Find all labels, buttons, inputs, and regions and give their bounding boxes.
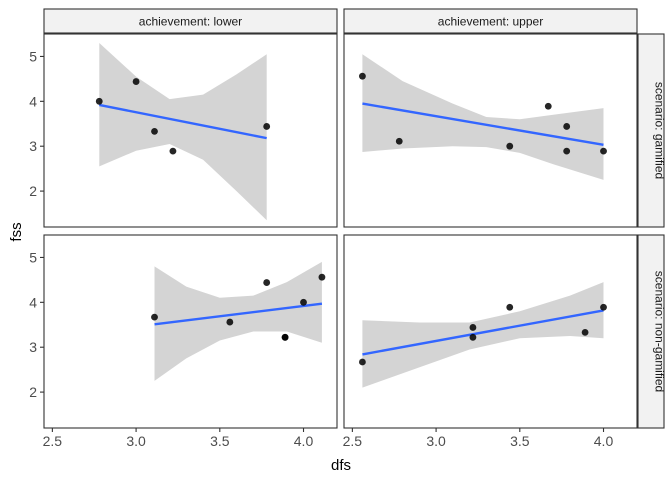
data-point bbox=[469, 333, 477, 341]
row-strip bbox=[637, 33, 665, 228]
x-tick-label: 4.0 bbox=[594, 433, 614, 449]
col-strip-label: achievement: upper bbox=[438, 15, 543, 29]
confidence-band bbox=[362, 54, 604, 180]
x-tick-label: 3.5 bbox=[510, 433, 530, 449]
row-strip bbox=[637, 234, 665, 429]
y-tick-label: 4 bbox=[29, 294, 37, 310]
panel-border bbox=[343, 33, 638, 228]
data-point bbox=[359, 358, 366, 366]
data-point bbox=[263, 123, 271, 130]
confidence-band bbox=[99, 43, 267, 221]
axes-layer: 2 3 4 5 2 3 4 5 2.5 3.0 3.5 4.0 2.5 3.0 3.5 4.0 bbox=[29, 48, 613, 449]
data-point bbox=[395, 137, 403, 145]
data-point bbox=[469, 324, 477, 331]
data-point bbox=[600, 147, 607, 155]
data-point bbox=[151, 313, 158, 321]
confidence-band bbox=[362, 282, 604, 388]
panel-0-1 bbox=[343, 33, 638, 228]
regression-line bbox=[154, 302, 323, 326]
confidence-band bbox=[154, 261, 322, 381]
col-strip bbox=[43, 8, 338, 34]
col-strip-label: achievement: lower bbox=[139, 15, 242, 29]
x-tick-label: 3.0 bbox=[426, 433, 446, 449]
panel-1-1 bbox=[343, 234, 638, 429]
data-point bbox=[281, 333, 289, 341]
data-point bbox=[263, 279, 271, 286]
data-point bbox=[581, 328, 589, 336]
panel-border bbox=[343, 234, 638, 429]
regression-line bbox=[99, 103, 267, 140]
panel-border bbox=[43, 33, 338, 228]
row-strip-label: scenario: gamified bbox=[653, 82, 667, 179]
regression-line bbox=[362, 309, 604, 356]
col-strip bbox=[343, 8, 638, 34]
panel-0-0 bbox=[43, 33, 338, 228]
x-tick-label: 3.5 bbox=[210, 433, 230, 449]
panel-border bbox=[43, 234, 338, 429]
data-point bbox=[318, 273, 326, 281]
y-axis-title: fss bbox=[8, 222, 25, 241]
data-point bbox=[544, 102, 552, 110]
x-tick-label: 2.5 bbox=[43, 433, 63, 449]
panel-1-0 bbox=[43, 234, 338, 429]
regression-line bbox=[362, 102, 604, 147]
data-point bbox=[169, 147, 177, 155]
data-point bbox=[300, 298, 307, 306]
x-tick-label: 2.5 bbox=[343, 433, 363, 449]
facet-strips: achievement: lower achievement: upper scen… bbox=[43, 8, 667, 429]
data-point bbox=[506, 142, 514, 150]
x-tick-label: 4.0 bbox=[294, 433, 314, 449]
data-point bbox=[563, 147, 571, 155]
data-point bbox=[132, 78, 140, 85]
x-tick-label: 3.0 bbox=[126, 433, 146, 449]
data-point bbox=[226, 318, 234, 326]
y-tick-label: 3 bbox=[29, 339, 37, 355]
y-tick-label: 3 bbox=[29, 138, 37, 154]
data-point bbox=[563, 123, 571, 130]
y-tick-label: 4 bbox=[29, 93, 37, 109]
x-axis-title: dfs bbox=[331, 457, 351, 474]
data-point bbox=[95, 97, 103, 105]
y-tick-label: 5 bbox=[29, 48, 37, 64]
data-point bbox=[506, 303, 514, 311]
y-tick-label: 5 bbox=[29, 249, 37, 265]
y-tick-label: 2 bbox=[29, 183, 37, 199]
data-point bbox=[359, 72, 366, 80]
data-point bbox=[600, 303, 607, 311]
row-strip-label: scenario: non-gamified bbox=[653, 271, 667, 392]
data-point bbox=[151, 127, 158, 135]
panels-layer bbox=[43, 33, 638, 429]
y-tick-label: 2 bbox=[29, 384, 37, 400]
